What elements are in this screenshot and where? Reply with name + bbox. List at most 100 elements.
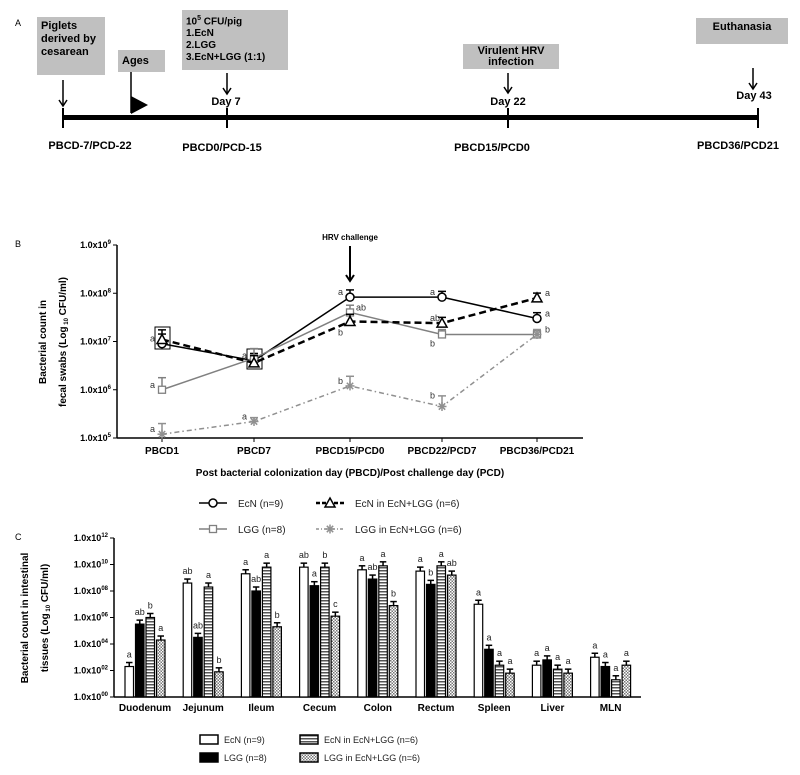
bar-group: ab <box>299 550 309 698</box>
triangle <box>155 332 169 345</box>
bar-group: a <box>357 553 367 698</box>
arrow-head <box>503 86 513 95</box>
x-tick-label: PBCD15/PCD0 <box>316 446 385 457</box>
bar-group: ab <box>447 558 457 698</box>
arrow-head <box>222 87 232 96</box>
asterisk-marker-icon <box>157 429 167 439</box>
bar-group: a <box>542 643 553 698</box>
square-marker-icon <box>437 330 447 339</box>
triangle-marker-icon <box>530 291 544 303</box>
timepoint-label: PBCD-7/PCD-22 <box>48 140 132 152</box>
y-tick-label: 1.0x1004 <box>74 639 109 649</box>
legend-swatch <box>299 752 319 763</box>
asterisk-stroke <box>346 382 354 390</box>
triangle <box>530 291 544 303</box>
significance-letter: ab <box>430 313 440 323</box>
arrow-head <box>345 274 355 283</box>
triangle <box>435 316 449 328</box>
bar-group: a <box>415 554 426 698</box>
bar-group: c <box>330 599 341 698</box>
ages-flag-icon <box>130 72 148 114</box>
bar <box>203 586 214 698</box>
y-tick-label: 1.0x106 <box>80 385 112 395</box>
legend-item: LGG in EcN+LGG (n=6) <box>299 752 420 763</box>
significance-letter: b <box>322 550 327 560</box>
legend-item: EcN (n=9) <box>199 734 265 745</box>
asterisk-stroke <box>158 430 166 438</box>
bar <box>484 648 494 698</box>
timeline <box>58 68 759 128</box>
triangle-marker-icon <box>343 314 357 327</box>
legend-item: EcN in EcN+LGG (n=6) <box>299 734 418 745</box>
legend-item: LGG (n=8) <box>199 524 286 536</box>
hrv-box: Virulent HRV infection <box>463 44 559 69</box>
legend-label: LGG in EcN+LGG (n=6) <box>324 753 420 763</box>
bar-group: b <box>272 610 282 698</box>
significance-letter: a <box>545 288 550 298</box>
significance-letter: a <box>497 648 502 658</box>
triangle <box>343 314 357 327</box>
bar <box>473 603 484 698</box>
bar <box>309 585 320 698</box>
y-tick-label: 1.0x109 <box>80 240 112 250</box>
significance-letter: b <box>391 589 396 599</box>
legend-label: EcN in EcN+LGG (n=6) <box>355 499 459 510</box>
bar <box>563 672 574 698</box>
legend-label: EcN (n=9) <box>224 735 265 745</box>
bar-group: a <box>552 652 563 698</box>
bar-group: a <box>155 623 166 698</box>
asterisk-stroke <box>250 417 258 426</box>
legend-item: EcN (n=9) <box>199 498 283 510</box>
bar-group: ab <box>251 574 261 698</box>
bar <box>542 659 553 698</box>
ages-box: Ages <box>118 50 165 72</box>
significance-letter: a <box>150 334 155 344</box>
dose-unit: CFU/pig <box>201 16 243 28</box>
timepoint-label: PBCD0/PCD-15 <box>182 142 262 154</box>
significance-letter: b <box>338 376 343 386</box>
triangle-marker-icon <box>323 496 337 508</box>
legend-label: LGG (n=8) <box>238 525 286 536</box>
panel-b-letter: B <box>15 239 21 249</box>
significance-letter: a <box>507 656 512 666</box>
bar-group: a <box>531 648 542 698</box>
y-tick-label: 1.0x1012 <box>74 533 109 543</box>
significance-letter: a <box>624 648 629 658</box>
square-marker-icon <box>208 524 218 534</box>
bar-group: a <box>309 569 320 698</box>
bar-group: a <box>484 632 494 698</box>
bar <box>600 665 611 698</box>
square <box>437 330 447 339</box>
significance-letter: a <box>158 623 163 633</box>
euthanasia-box: Euthanasia <box>696 18 788 44</box>
significance-letter: a <box>243 557 248 567</box>
circle <box>532 313 542 324</box>
dose-item: 3.EcN+LGG (1:1) <box>186 52 266 64</box>
y-tick-label: 1.0x1008 <box>74 586 109 596</box>
square-marker-icon <box>157 385 167 394</box>
arrow-head <box>58 99 68 108</box>
significance-letter: b <box>428 567 433 577</box>
significance-letter: a <box>312 569 317 579</box>
circle-marker-icon <box>345 292 355 302</box>
arrow-head <box>748 82 758 91</box>
legend-swatch <box>199 752 219 763</box>
significance-letter: a <box>242 351 247 361</box>
panel-b-chart: B 1.0x105 1.0x106 1.0x107 1.0x108 1.0x109 PBCD… <box>15 233 583 536</box>
bar-group: a <box>203 570 214 698</box>
triangle-marker-icon <box>155 332 169 345</box>
significance-letter: a <box>381 549 386 559</box>
bar-group: a <box>600 650 611 698</box>
x-tick-label: Liver <box>540 703 564 714</box>
bar <box>610 679 621 698</box>
significance-letter: b <box>338 327 343 337</box>
significance-letter: ab <box>368 562 378 572</box>
bar-group: b <box>320 550 330 698</box>
asterisk-marker-icon <box>345 381 355 391</box>
significance-letter: a <box>613 663 618 673</box>
significance-letter: a <box>603 650 608 660</box>
bar <box>330 615 341 698</box>
bar <box>272 626 282 698</box>
significance-letter: b <box>430 390 435 400</box>
